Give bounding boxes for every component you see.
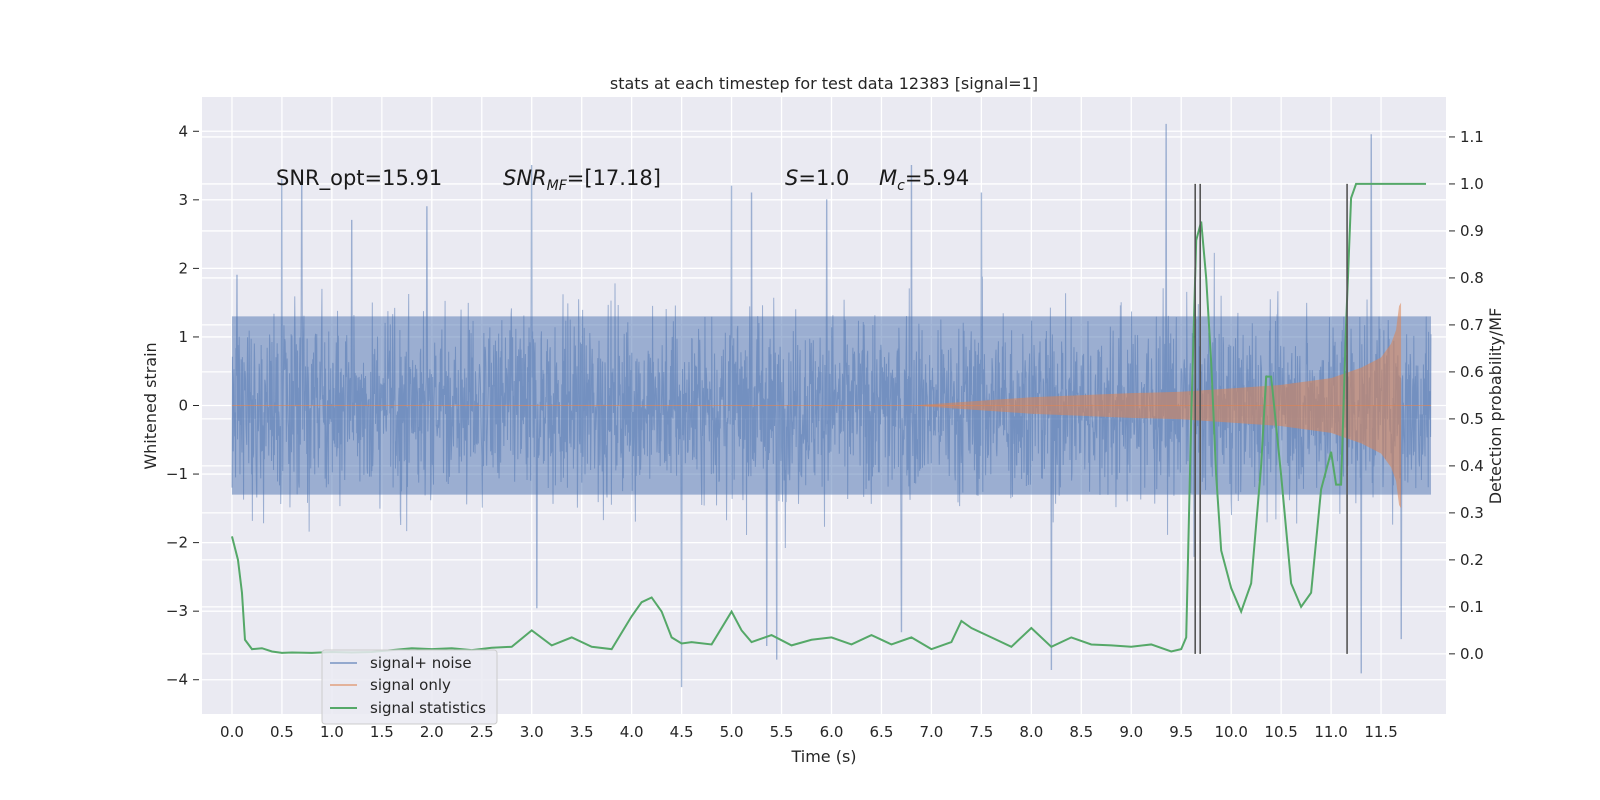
y2-tick-label: 1.0 xyxy=(1460,175,1484,193)
annotation-snr-mf: SNRMF=[17.18] xyxy=(503,166,661,194)
x-tick-label: 6.0 xyxy=(820,723,844,741)
x-tick-label: 11.0 xyxy=(1314,723,1347,741)
legend-label-signal: signal only xyxy=(370,676,451,694)
y2-tick-label: 0.3 xyxy=(1460,504,1484,522)
annotation-snr-mf-main: SNR xyxy=(503,166,547,190)
x-tick-label: 3.5 xyxy=(570,723,594,741)
x-tick-label: 11.5 xyxy=(1364,723,1397,741)
annotation-snr-opt: SNR_opt=15.91 xyxy=(276,166,442,191)
y2-tick-label: 0.4 xyxy=(1460,457,1484,475)
y2-tick-label: 0.2 xyxy=(1460,551,1484,569)
x-tick-label: 10.0 xyxy=(1214,723,1247,741)
x-tick-label: 3.0 xyxy=(520,723,544,741)
series-signal-only xyxy=(231,302,1432,509)
y-tick-label: −3 xyxy=(166,602,188,620)
annotation-s-value: =1.0 xyxy=(798,166,849,190)
annotations: SNR_opt=15.91 SNRMF=[17.18] S=1.0 Mc=5.9… xyxy=(276,166,969,194)
x-tick-label: 0.5 xyxy=(270,723,294,741)
y-tick-label: −2 xyxy=(166,534,188,552)
x-tick-label: 7.0 xyxy=(919,723,943,741)
y2-tick-label: 1.1 xyxy=(1460,128,1484,146)
vertical-markers xyxy=(1194,183,1348,654)
y2-axis-label: Detection probability/MF xyxy=(1486,308,1505,505)
y-tick-label: 2 xyxy=(178,259,188,277)
legend-label-noise: signal+ noise xyxy=(370,654,472,672)
y-axis-ticks: 4 3 2 1 0 −1 −2 −3 −4 xyxy=(166,122,199,689)
x-tick-label: 1.0 xyxy=(320,723,344,741)
x-tick-label: 0.0 xyxy=(220,723,244,741)
x-axis-ticks: 0.0 0.5 1.0 1.5 2.0 2.5 3.0 3.5 4.0 4.5 5.0 5.5 6.0 6… xyxy=(220,723,1398,741)
x-tick-label: 9.0 xyxy=(1119,723,1143,741)
x-tick-label: 8.0 xyxy=(1019,723,1043,741)
y-tick-label: 1 xyxy=(178,328,188,346)
annotation-mc-sub: c xyxy=(897,178,905,194)
x-tick-label: 10.5 xyxy=(1264,723,1297,741)
x-tick-label: 5.5 xyxy=(770,723,794,741)
y-tick-label: 4 xyxy=(178,122,188,140)
y2-tick-label: 0.6 xyxy=(1460,363,1484,381)
y2-tick-label: 0.9 xyxy=(1460,222,1484,240)
noise-trace xyxy=(231,123,1432,688)
stats-line xyxy=(231,182,1427,654)
x-tick-label: 4.5 xyxy=(670,723,694,741)
y2-tick-label: 0.1 xyxy=(1460,598,1484,616)
y2-tick-label: 0.5 xyxy=(1460,410,1484,428)
annotation-mc-value: =5.94 xyxy=(905,166,969,190)
x-tick-label: 8.5 xyxy=(1069,723,1093,741)
y-tick-label: −4 xyxy=(166,671,188,689)
y2-tick-label: 0.8 xyxy=(1460,269,1484,287)
legend-label-stats: signal statistics xyxy=(370,699,486,717)
y2-tick-label: 0.0 xyxy=(1460,645,1484,663)
annotation-s-main: S xyxy=(785,166,798,190)
annotation-mc-main: M xyxy=(879,166,897,190)
annotation-snr-mf-sub: MF xyxy=(547,178,568,194)
chart-title: stats at each timestep for test data 123… xyxy=(610,74,1038,93)
legend: signal+ noise signal only signal statist… xyxy=(321,649,498,725)
x-tick-label: 9.5 xyxy=(1169,723,1193,741)
y2-axis-ticks: 1.1 1.0 0.9 0.8 0.7 0.6 0.5 0.4 0.3 0.2 0.1 0.0 xyxy=(1449,128,1484,663)
series-signal-statistics xyxy=(231,182,1427,654)
x-tick-label: 4.0 xyxy=(620,723,644,741)
annotation-s: S=1.0 xyxy=(785,166,849,190)
legend-box xyxy=(321,649,498,725)
x-tick-label: 2.0 xyxy=(420,723,444,741)
y2-tick-label: 0.7 xyxy=(1460,316,1484,334)
x-tick-label: 1.5 xyxy=(370,723,394,741)
x-tick-label: 6.5 xyxy=(870,723,894,741)
y-axis-label: Whitened strain xyxy=(141,342,160,469)
y-tick-label: 0 xyxy=(178,397,188,415)
x-axis-label: Time (s) xyxy=(790,747,856,766)
annotation-mc: Mc=5.94 xyxy=(879,166,969,194)
annotation-snr-mf-value: =[17.18] xyxy=(567,166,661,190)
x-tick-label: 5.0 xyxy=(720,723,744,741)
x-tick-label: 7.5 xyxy=(969,723,993,741)
x-tick-label: 2.5 xyxy=(470,723,494,741)
y-tick-label: 3 xyxy=(178,191,188,209)
y-tick-label: −1 xyxy=(166,465,188,483)
